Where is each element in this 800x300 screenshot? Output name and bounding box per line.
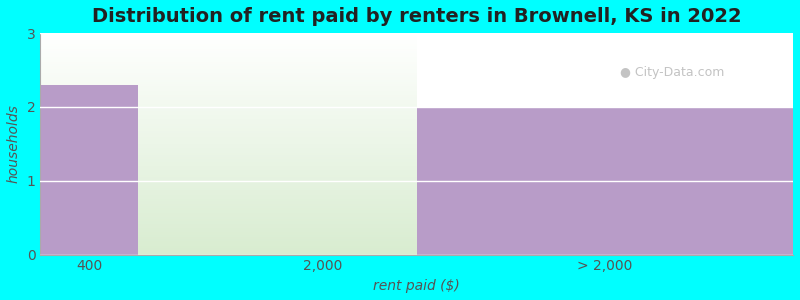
Title: Distribution of rent paid by renters in Brownell, KS in 2022: Distribution of rent paid by renters in … (92, 7, 742, 26)
Bar (40, 85, 138, 255)
Y-axis label: households: households (7, 104, 21, 183)
Bar (417, 107, 793, 255)
X-axis label: rent paid ($): rent paid ($) (374, 279, 460, 293)
Text: ● City-Data.com: ● City-Data.com (620, 66, 724, 80)
